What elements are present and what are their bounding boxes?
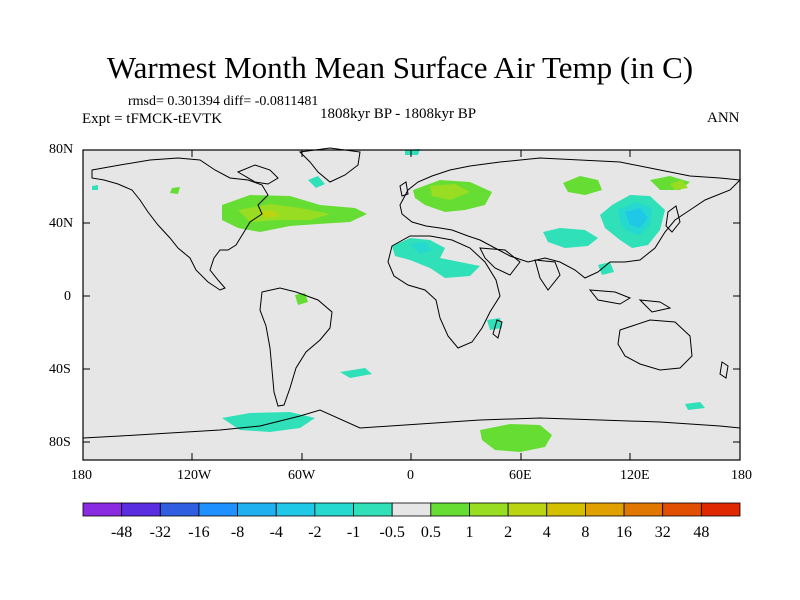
colorbar-label: 4 — [543, 524, 551, 541]
colorbar-box — [237, 502, 277, 517]
colorbar-label: -0.5 — [380, 524, 405, 541]
colorbar-label: -32 — [150, 524, 171, 541]
lon-label-180w: 180 — [71, 468, 92, 483]
colorbar-box — [662, 502, 702, 517]
lat-label-80s: 80S — [49, 435, 71, 450]
colorbar-label: 1 — [465, 524, 473, 541]
colorbar-label: 8 — [581, 524, 589, 541]
colorbar-label: 16 — [616, 524, 632, 541]
colorbar-box — [507, 502, 548, 517]
colorbar-box — [623, 502, 664, 517]
period-label: 1808kyr BP - 1808kyr BP — [320, 106, 477, 122]
colorbar-label: -16 — [188, 524, 209, 541]
colorbar-box — [585, 502, 625, 517]
stats-label: rmsd= 0.301394 diff= -0.0811481 — [128, 94, 319, 109]
colorbar-label: -4 — [270, 524, 283, 541]
map-title: Warmest Month Mean Surface Air Temp (in … — [106, 50, 694, 85]
colorbar-label: 0.5 — [421, 524, 441, 541]
lat-label-40s: 40S — [49, 362, 71, 377]
colorbar-box — [82, 502, 123, 517]
colorbar-box — [121, 502, 161, 517]
lon-label-60w: 60W — [288, 468, 316, 483]
colorbar-box — [159, 502, 200, 517]
colorbar-label: 48 — [693, 524, 709, 541]
colorbar-box — [391, 502, 432, 517]
coastlines — [82, 147, 742, 439]
colorbar-box — [314, 502, 354, 517]
lon-label-120e: 120E — [620, 468, 650, 483]
season-label: ANN — [707, 110, 740, 126]
lat-label-40n: 40N — [49, 216, 74, 231]
colorbar-box — [546, 502, 586, 517]
colorbar-label: -48 — [111, 524, 132, 541]
lat-label-0: 0 — [64, 289, 71, 304]
colorbar: -48 -32 -16 -8 -4 -2 -1 -0.5 0.5 1 2 4 8 16 32 48 — [82, 502, 741, 541]
lon-label-60e: 60E — [509, 468, 532, 483]
colorbar-label: 2 — [504, 524, 512, 541]
lon-label-0: 0 — [407, 468, 414, 483]
colorbar-box — [275, 502, 316, 517]
colorbar-box — [469, 502, 509, 517]
colorbar-box — [430, 502, 470, 517]
colorbar-label: -2 — [308, 524, 321, 541]
colorbar-label: 32 — [655, 524, 671, 541]
experiment-label: Expt = tFMCK-tEVTK — [82, 111, 223, 127]
lon-label-120w: 120W — [177, 468, 212, 483]
colorbar-label: -8 — [231, 524, 244, 541]
colorbar-box — [198, 502, 238, 517]
colorbar-box — [700, 502, 741, 517]
lon-label-180e: 180 — [731, 468, 752, 483]
lat-label-80n: 80N — [49, 142, 74, 157]
axis-ticks — [82, 149, 741, 460]
colorbar-box — [353, 502, 393, 517]
colorbar-label: -1 — [347, 524, 360, 541]
